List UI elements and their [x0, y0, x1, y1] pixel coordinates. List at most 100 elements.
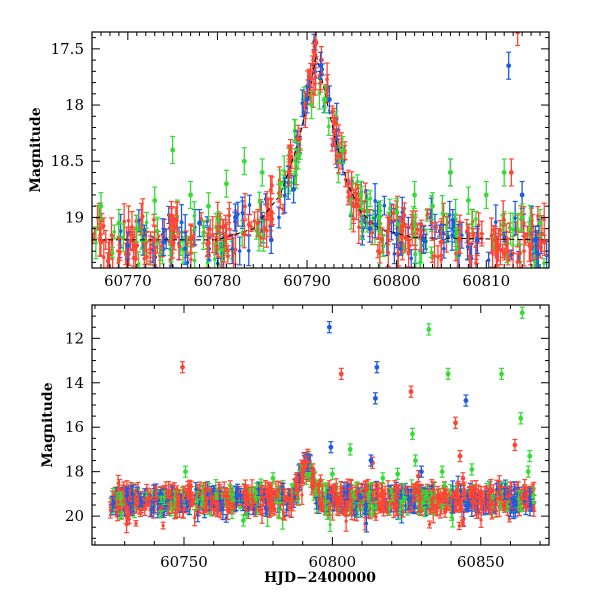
noise-point: [143, 257, 147, 261]
data-point-s0: [269, 209, 274, 214]
top-panel-data: [90, 19, 549, 280]
noise-point: [373, 199, 377, 203]
noise-point: [419, 230, 423, 234]
noise-point: [263, 226, 267, 230]
data-point-s1: [475, 238, 480, 243]
noise-point: [523, 237, 527, 241]
noise-point: [349, 212, 353, 216]
data-point-s0: [255, 221, 260, 226]
noise-point: [213, 257, 217, 261]
noise-point: [282, 169, 286, 173]
noise-point: [258, 200, 262, 204]
data-point-s1: [520, 193, 525, 198]
noise-point: [516, 227, 520, 231]
noise-point: [227, 214, 231, 218]
noise-point: [218, 225, 222, 229]
noise-point: [127, 219, 131, 223]
noise-point: [183, 247, 187, 251]
noise-point: [318, 92, 322, 96]
noise-point: [450, 234, 454, 238]
data-point-s0: [134, 243, 139, 248]
data-point-s1: [421, 238, 426, 243]
noise-point: [522, 249, 526, 253]
data-point-s1: [327, 97, 332, 102]
data-point-s2: [116, 221, 121, 226]
noise-point: [234, 248, 238, 252]
noise-point: [247, 249, 251, 253]
data-point-s0: [529, 243, 534, 248]
noise-point: [327, 125, 331, 129]
noise-point: [441, 212, 445, 216]
data-point-s2: [376, 215, 381, 220]
data-point-s2: [466, 198, 471, 203]
noise-point: [265, 204, 269, 208]
data-point-s0: [314, 41, 319, 46]
data-point-s1: [367, 226, 372, 231]
data-point-s2: [358, 193, 363, 198]
noise-point: [386, 251, 390, 255]
data-point-s2: [502, 170, 507, 175]
noise-point: [430, 221, 434, 225]
noise-point: [487, 258, 491, 262]
data-point-s1: [318, 63, 323, 68]
noise-point: [143, 228, 147, 232]
noise-point: [511, 228, 515, 232]
noise-point: [426, 212, 430, 216]
noise-point: [370, 231, 374, 235]
noise-point: [113, 230, 117, 234]
noise-point: [177, 245, 181, 249]
noise-point: [474, 217, 478, 221]
data-point-s2: [206, 204, 211, 209]
noise-point: [393, 252, 397, 256]
noise-point: [202, 234, 206, 238]
y-tick-label: 19: [65, 208, 84, 226]
data-point-s2: [341, 148, 346, 153]
noise-point: [442, 247, 446, 251]
data-point-s2: [412, 193, 417, 198]
noise-point: [193, 516, 196, 519]
data-point-s0: [242, 232, 247, 237]
x-tick-label: 60790: [283, 272, 331, 290]
noise-point: [186, 261, 190, 265]
noise-point: [513, 216, 517, 220]
noise-point: [468, 256, 472, 260]
noise-point: [94, 241, 98, 245]
noise-point: [470, 222, 474, 226]
noise-point: [403, 213, 407, 217]
data-point-s0: [439, 240, 444, 245]
data-point-s2: [224, 181, 229, 186]
noise-point: [414, 252, 418, 256]
noise-point: [380, 238, 384, 242]
noise-point: [202, 225, 206, 229]
noise-point: [528, 216, 532, 220]
data-point-s0: [493, 238, 498, 243]
noise-point: [319, 81, 323, 85]
noise-point: [241, 212, 245, 216]
data-point-s0: [457, 238, 462, 243]
noise-point: [121, 236, 125, 240]
noise-point: [283, 194, 287, 198]
noise-point: [471, 233, 475, 237]
data-point-s0: [332, 120, 337, 125]
data-point-s2: [430, 204, 435, 209]
x-tick-label: 60810: [462, 272, 510, 290]
noise-point: [152, 218, 156, 222]
data-point-s0: [287, 170, 292, 175]
y-tick-label: 17.5: [51, 40, 84, 58]
noise-point: [132, 235, 136, 239]
data-point-s1: [269, 238, 274, 243]
data-point-s2: [538, 221, 543, 226]
data-point-s0: [319, 58, 324, 63]
noise-point: [445, 226, 449, 230]
noise-point: [314, 75, 318, 79]
noise-point: [122, 220, 126, 224]
data-point-s0: [224, 235, 229, 240]
noise-point: [111, 251, 115, 255]
noise-point: [373, 223, 377, 227]
data-point-s1: [197, 221, 202, 226]
data-point-s0: [206, 241, 211, 246]
noise-point: [435, 226, 439, 230]
noise-point: [416, 228, 420, 232]
